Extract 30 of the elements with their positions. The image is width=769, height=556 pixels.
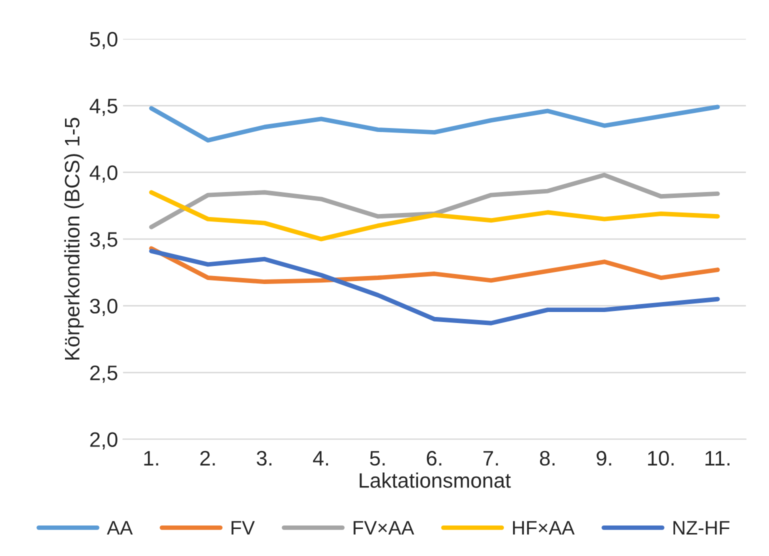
y-tick-label: 2,5 [90, 366, 118, 383]
line-series [149, 190, 720, 242]
x-tick-label: 10. [648, 450, 674, 466]
y-axis-title: Körperkondition (BCS) 1-5 [64, 118, 84, 360]
x-tick-label: 9. [596, 450, 612, 466]
x-tick-label: 1. [144, 451, 158, 466]
y-tick-label: 3,5 [90, 232, 118, 250]
line-series [149, 172, 720, 230]
line-series [149, 246, 720, 284]
legend-label: NZ-HF [673, 521, 730, 534]
legend-label: AA [106, 521, 133, 534]
y-tick-label: 3,0 [90, 298, 118, 316]
line-series [149, 248, 720, 326]
x-tick-label: 7. [483, 451, 498, 466]
y-tick-label: 4,0 [90, 165, 118, 183]
x-axis-title: Laktationsmonat [360, 472, 511, 488]
x-tick-label: 11. [705, 451, 730, 466]
legend-label: FV [232, 521, 255, 534]
legend-label: FV×AA [354, 521, 414, 534]
x-tick-label: 2. [200, 450, 215, 466]
x-tick-label: 6. [426, 450, 442, 466]
legend-label: HF×AA [513, 521, 575, 534]
y-tick-label: 4,5 [90, 98, 118, 116]
y-tick-label: 5,0 [90, 32, 118, 50]
line-series [149, 104, 720, 143]
x-tick-label: 3. [256, 450, 272, 466]
y-tick-label: 2,0 [90, 432, 118, 450]
x-tick-label: 8. [540, 450, 555, 466]
x-tick-label: 4. [313, 451, 328, 466]
x-tick-label: 5. [370, 451, 385, 466]
